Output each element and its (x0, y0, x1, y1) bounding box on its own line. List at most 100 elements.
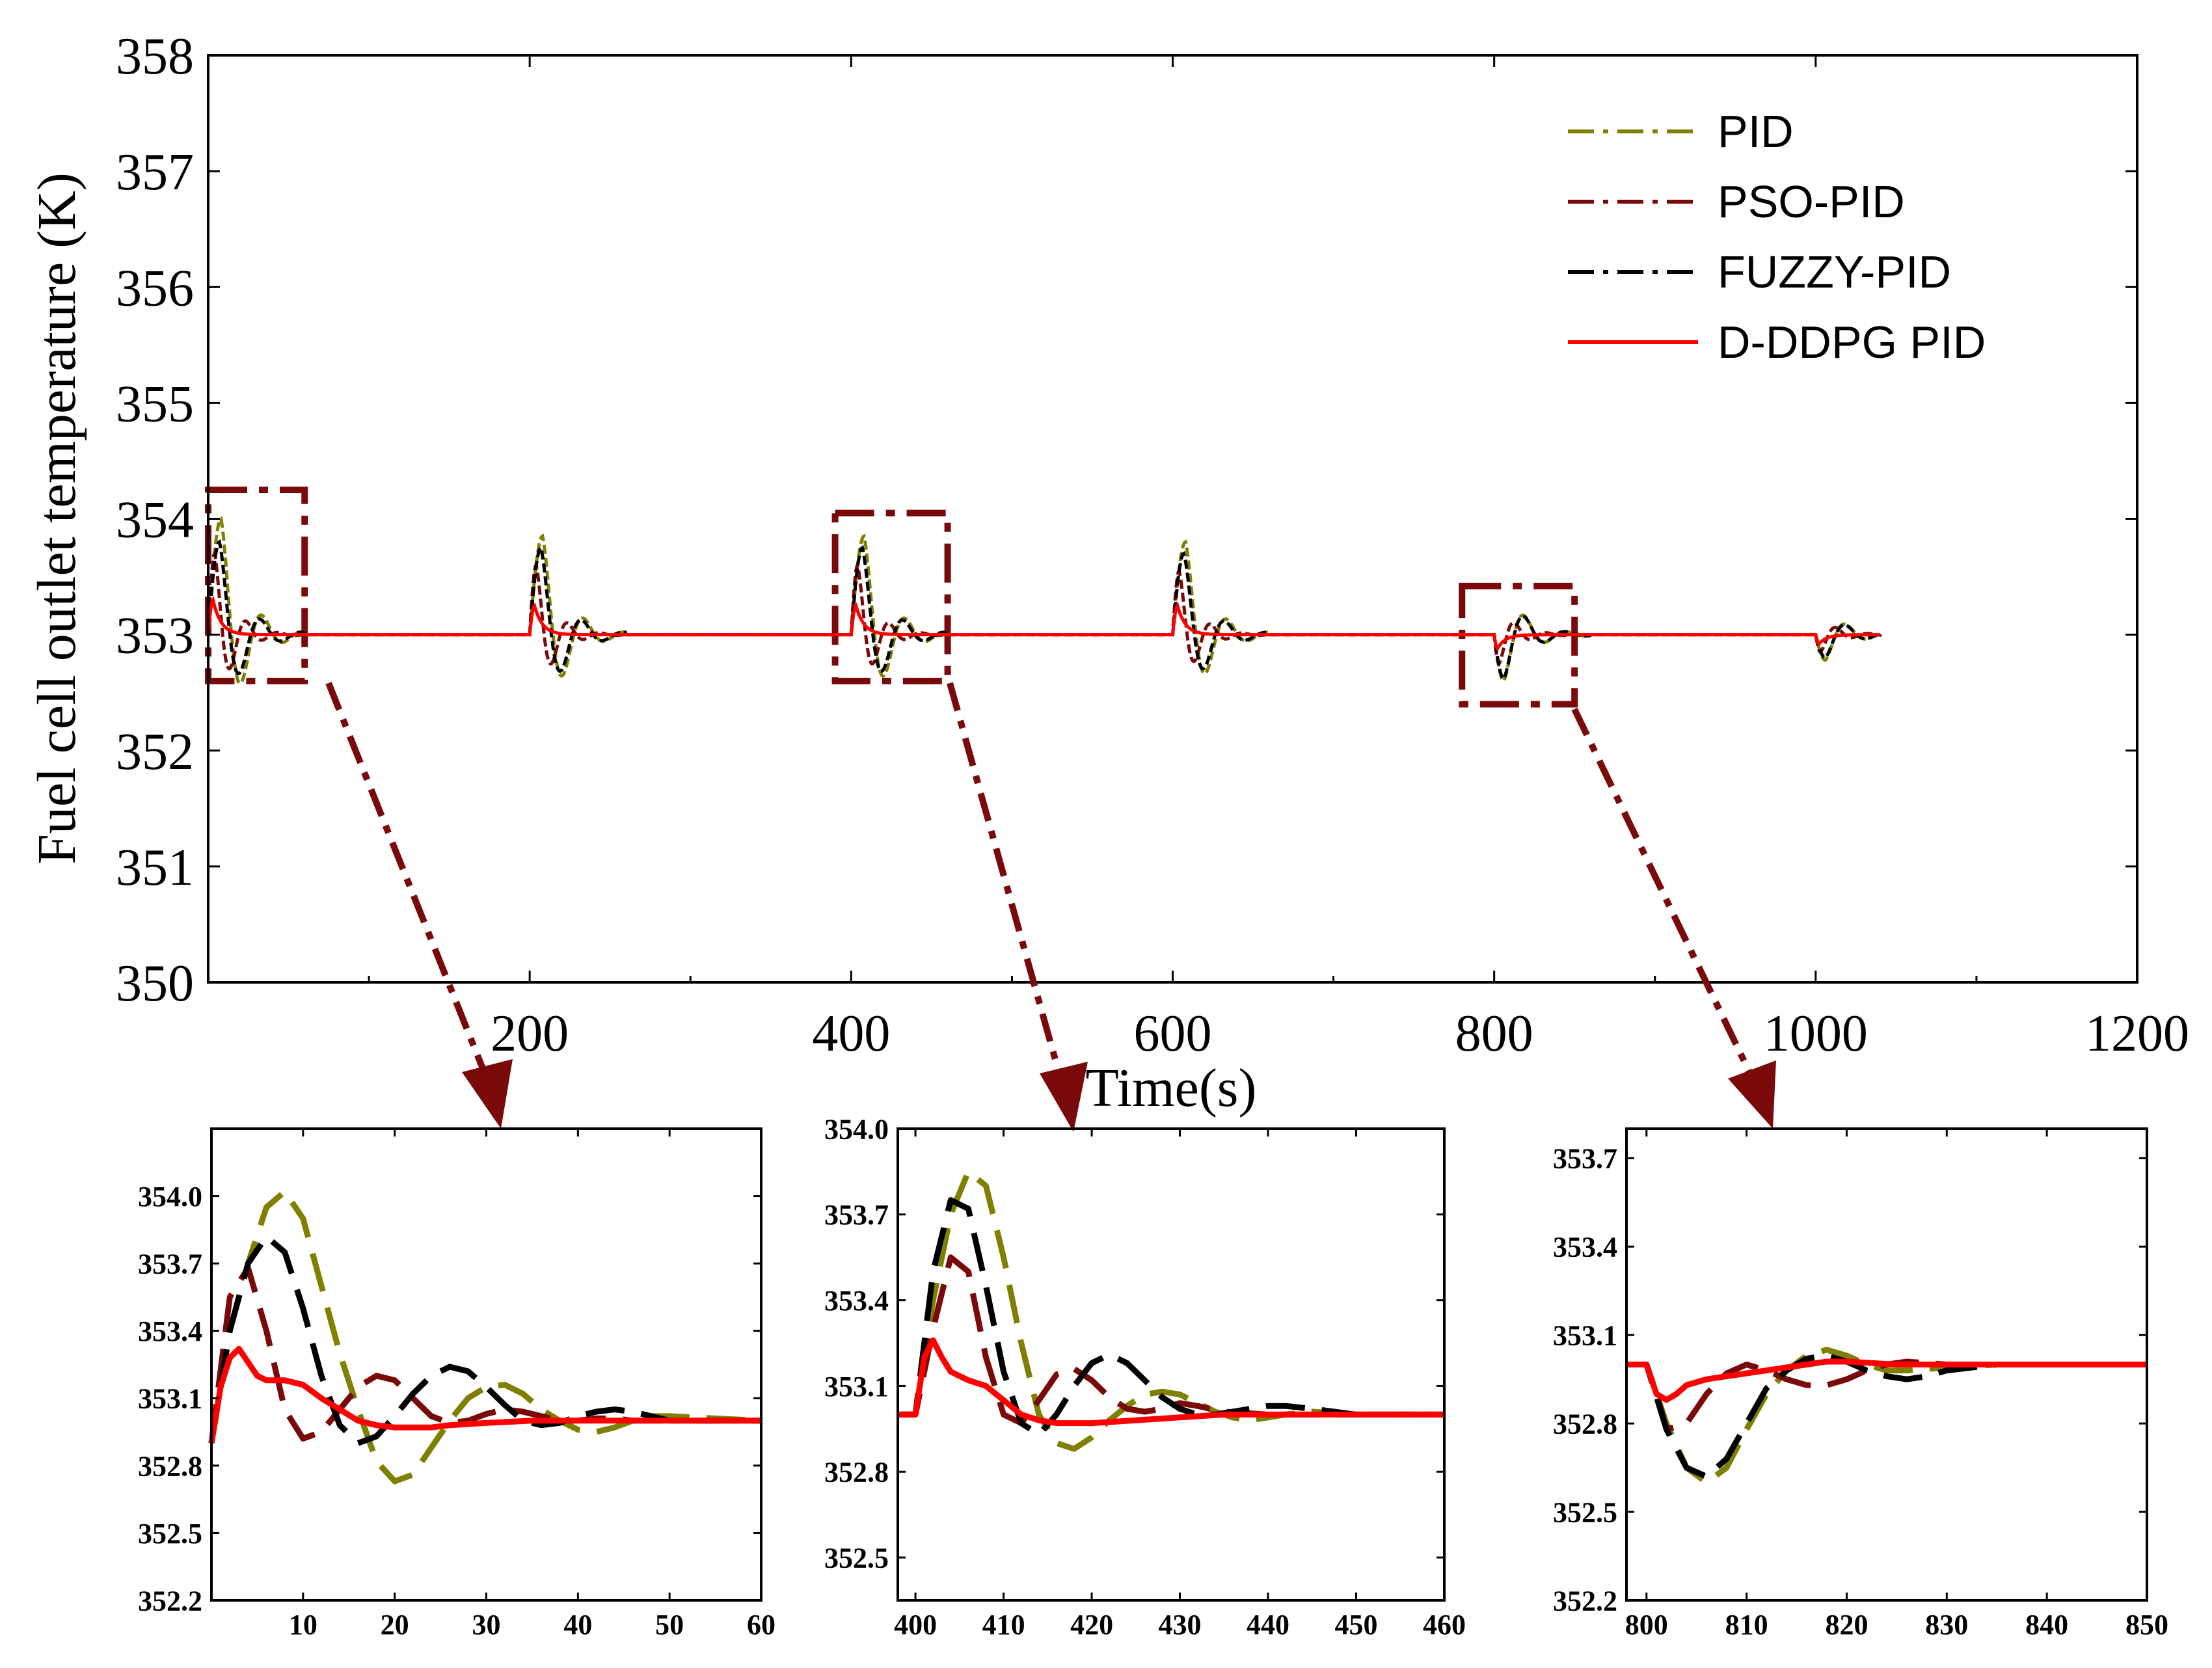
inset-3-y-tick-label: 352.8 (1553, 1408, 1617, 1440)
main-series-line-pid (206, 516, 1882, 686)
inset-2-y-tick-label: 354.0 (824, 1113, 889, 1145)
main-y-tick-label: 356 (116, 260, 194, 317)
inset-1-x-tick-label: 50 (655, 1609, 684, 1641)
inset-2-x-tick-label: 440 (1247, 1609, 1289, 1641)
inset-2-x-tick-label: 450 (1335, 1609, 1378, 1641)
inset-2-series-line-d-ddpg-pid (898, 1337, 1444, 1427)
inset-3-frame (1625, 1127, 2148, 1602)
main-y-tick-label: 355 (116, 375, 194, 433)
inset-2-x-tick-label: 400 (894, 1609, 937, 1641)
inset-3-y-tick-label: 353.7 (1553, 1143, 1617, 1175)
inset-2-y-tick-label: 353.4 (824, 1285, 889, 1317)
inset-2-x-tick-label: 410 (982, 1609, 1025, 1641)
inset-3-y-tick-label: 353.1 (1553, 1320, 1617, 1352)
inset-1-x-tick-label: 40 (563, 1609, 592, 1641)
inset-1-series-line-d-ddpg-pid (208, 1345, 761, 1444)
zoom-arrowhead-3 (1728, 1060, 1776, 1129)
inset-1-y-tick-label: 352.2 (138, 1585, 202, 1617)
inset-3-y-tick-label: 352.2 (1553, 1585, 1617, 1617)
inset-2-y-ticks: 352.5 352.8 353.1 353.4 353.7 354.0 (824, 1113, 1444, 1574)
inset-3-series-line-pso-pid (1626, 1358, 2147, 1433)
inset-2-y-tick-label: 353.7 (824, 1199, 889, 1231)
inset-2-y-tick-label: 352.8 (824, 1457, 889, 1488)
inset-2-series-line-pso-pid (898, 1254, 1444, 1427)
main-y-ticks: 350 351 352 353 354 355 356 357 358 (116, 28, 2137, 1012)
inset-3-series (1626, 1347, 2147, 1486)
inset-1-y-ticks: 352.2 352.5 352.8 353.1 353.4 353.7 354.0 (138, 1181, 761, 1617)
inset-1-series-line-pid (208, 1189, 762, 1485)
inset-3-series-line-pid (1626, 1347, 2147, 1486)
main-x-tick-label: 600 (1134, 1005, 1212, 1062)
inset-1-x-ticks: 10 20 30 40 50 60 (289, 1129, 776, 1641)
inset-2-x-tick-label: 420 (1070, 1609, 1113, 1641)
main-y-tick-label: 352 (116, 723, 194, 781)
inset-2-series (898, 1168, 1444, 1452)
inset-1-x-tick-label: 20 (381, 1609, 409, 1641)
zoom-box-2 (831, 509, 951, 684)
inset-1-y-tick-label: 352.5 (138, 1518, 202, 1550)
main-series-line-d-ddpg-pid (206, 596, 1880, 652)
inset-chart-2: 400 410 420 430 440 450 460 352.5 352.8 353.1 353… (824, 1113, 1466, 1641)
main-x-tick-label: 200 (491, 1005, 569, 1062)
inset-1-x-tick-label: 10 (289, 1609, 317, 1641)
main-y-tick-label: 353 (116, 608, 194, 665)
inset-3-x-tick-label: 850 (2125, 1609, 2168, 1641)
main-y-tick-label: 357 (116, 144, 194, 201)
zoom-arrow-1 (325, 682, 488, 1075)
zoom-arrows (325, 682, 1776, 1132)
legend-label-fuzzy-pid: FUZZY-PID (1718, 247, 1951, 297)
inset-2-x-ticks: 400 410 420 430 440 450 460 (894, 1129, 1466, 1641)
inset-2-x-tick-label: 460 (1423, 1609, 1466, 1641)
inset-3-series-line-d-ddpg-pid (1626, 1358, 2147, 1403)
main-series-line-pso-pid (206, 548, 1882, 671)
main-y-tick-label: 350 (116, 955, 194, 1012)
main-x-axis-title: Time(s) (1086, 1058, 1257, 1118)
main-x-tick-label: 1000 (1764, 1005, 1868, 1062)
inset-1-frame (210, 1127, 762, 1602)
zoom-arrowhead-1 (462, 1059, 513, 1129)
inset-1-y-tick-label: 354.0 (138, 1181, 202, 1213)
zoom-box-3 (1459, 582, 1578, 708)
legend-label-pid: PID (1718, 106, 1794, 157)
inset-1-series (208, 1189, 762, 1485)
zoom-arrow-3 (1571, 707, 1753, 1075)
inset-3-x-tick-label: 810 (1725, 1609, 1768, 1641)
legend-label-pso-pid: PSO-PID (1718, 176, 1905, 227)
inset-3-y-ticks: 352.2 352.5 352.8 353.1 353.4 353.7 (1553, 1143, 2147, 1617)
main-y-tick-label: 354 (116, 492, 194, 549)
main-y-tick-label: 351 (116, 839, 194, 896)
inset-1-x-tick-label: 60 (747, 1609, 776, 1641)
main-chart: 200 400 600 800 1000 1200 3503513523533543553… (27, 28, 2189, 1118)
legend-label-d-ddpg-pid: D-DDPG PID (1718, 317, 1986, 368)
inset-1-y-tick-label: 353.7 (138, 1248, 202, 1280)
inset-2-y-tick-label: 353.1 (824, 1371, 889, 1403)
inset-1-x-tick-label: 30 (472, 1609, 501, 1641)
main-x-tick-label: 800 (1455, 1005, 1533, 1062)
inset-3-y-tick-label: 352.5 (1553, 1496, 1617, 1528)
inset-3-x-tick-label: 820 (1825, 1609, 1868, 1641)
main-series-line-fuzzy-pid (206, 539, 1882, 681)
zoom-arrowhead-2 (1040, 1062, 1088, 1132)
main-y-tick-label: 358 (116, 28, 194, 85)
inset-3-x-tick-label: 830 (1925, 1609, 1968, 1641)
zoom-boxes (205, 486, 1578, 708)
inset-2-series-line-pid (898, 1168, 1444, 1452)
inset-3-x-tick-label: 840 (2025, 1609, 2068, 1641)
inset-3-y-tick-label: 353.4 (1553, 1231, 1617, 1263)
main-x-tick-label: 400 (812, 1005, 890, 1062)
inset-1-series-line-fuzzy-pid (208, 1233, 761, 1446)
zoom-arrow-2 (947, 682, 1062, 1075)
main-y-axis-title: Fuel cell outlet temperature (K) (27, 172, 87, 865)
inset-2-y-tick-label: 352.5 (824, 1542, 889, 1574)
inset-2-x-tick-label: 430 (1159, 1609, 1202, 1641)
inset-chart-1: 10 20 30 40 50 60 352.2352.5352.8353.1353.435… (138, 1127, 776, 1641)
inset-3-x-tick-label: 800 (1625, 1609, 1668, 1641)
inset-3-series-line-fuzzy-pid (1626, 1352, 2147, 1480)
main-x-tick-label: 1200 (2085, 1005, 2189, 1062)
inset-chart-3: 800 810 820 830 840 850 352.2352.5352.8353.13… (1553, 1127, 2168, 1641)
inset-2-frame (897, 1127, 1446, 1602)
legend: PID PSO-PID FUZZY-PID D-DDPG PID (1568, 106, 1986, 368)
inset-1-y-tick-label: 353.1 (138, 1383, 202, 1415)
inset-1-y-tick-label: 352.8 (138, 1450, 202, 1482)
